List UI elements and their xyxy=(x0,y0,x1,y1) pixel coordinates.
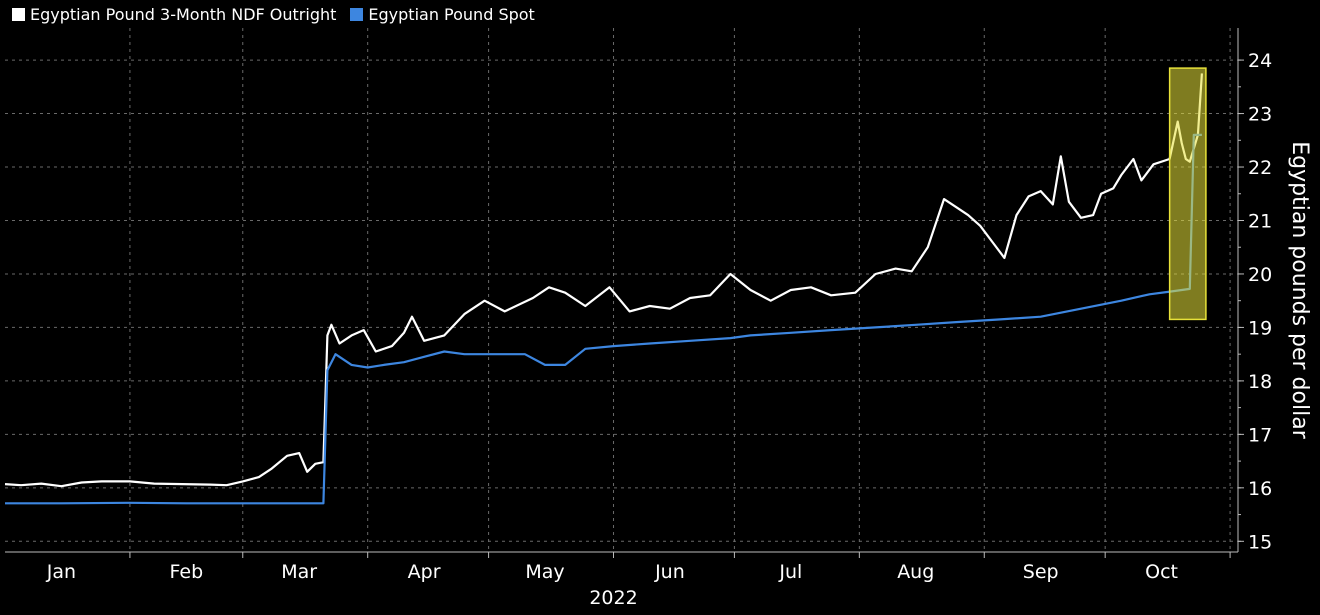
legend-label-ndf: Egyptian Pound 3-Month NDF Outright xyxy=(30,4,337,24)
y-tick-label: 22 xyxy=(1248,157,1272,179)
x-tick-label: Oct xyxy=(1145,561,1178,583)
highlight-box xyxy=(1168,67,1207,321)
legend-label-spot: Egyptian Pound Spot xyxy=(368,4,535,24)
y-tick-label: 15 xyxy=(1248,531,1272,553)
legend-swatch-spot xyxy=(350,7,364,21)
y-tick-label: 18 xyxy=(1248,371,1272,393)
y-tick-label: 17 xyxy=(1248,424,1272,446)
legend-item-spot: Egyptian Pound Spot xyxy=(350,4,535,24)
x-tick-label: May xyxy=(525,561,564,583)
x-tick-label: Sep xyxy=(1023,561,1059,583)
x-axis-title: 2022 xyxy=(589,587,637,609)
y-tick-label: 21 xyxy=(1248,210,1272,232)
x-tick-label: Jan xyxy=(46,561,76,583)
y-tick-label: 16 xyxy=(1248,478,1272,500)
x-tick-label: Jul xyxy=(778,561,802,583)
chart-legend: Egyptian Pound 3-Month NDF Outright Egyp… xyxy=(12,3,549,25)
y-tick-label: 23 xyxy=(1248,104,1272,126)
x-tick-label: Mar xyxy=(281,561,317,583)
y-axis-title: Egyptian pounds per dollar xyxy=(1287,141,1312,439)
series-line-ndf xyxy=(4,73,1203,488)
legend-swatch-ndf xyxy=(12,7,25,21)
y-tick-label: 19 xyxy=(1248,317,1272,339)
series-line-spot xyxy=(5,133,1202,505)
y-tick-label: 20 xyxy=(1248,264,1272,286)
y-tick-label: 24 xyxy=(1248,50,1272,72)
x-tick-label: Jun xyxy=(654,561,685,583)
legend-item-ndf: Egyptian Pound 3-Month NDF Outright xyxy=(12,5,336,24)
x-tick-label: Feb xyxy=(170,561,204,583)
x-tick-label: Apr xyxy=(408,561,441,583)
x-tick-label: Aug xyxy=(897,561,934,583)
